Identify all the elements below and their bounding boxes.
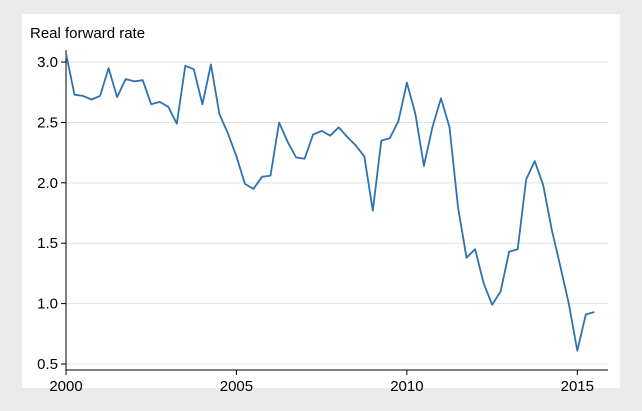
y-tick-label: 2.5 xyxy=(37,114,58,131)
series-line xyxy=(65,53,595,352)
gridlines xyxy=(66,61,608,365)
x-tick-label: 2015 xyxy=(561,378,594,395)
plot-panel xyxy=(22,14,620,388)
x-tick-label: 2005 xyxy=(220,378,253,395)
y-tick-label: 1.0 xyxy=(37,296,58,313)
x-tick-label: 2000 xyxy=(49,378,82,395)
y-tick-label: 3.0 xyxy=(37,54,58,71)
y-tick-label: 2.0 xyxy=(37,175,58,192)
x-tick-label: 2010 xyxy=(390,378,423,395)
y-axis-ticks: 0.5 1.0 1.5 2.0 2.5 3.0 xyxy=(37,50,67,373)
y-tick-label: 0.5 xyxy=(37,356,58,373)
x-axis-ticks: 2000 2005 2010 2015 xyxy=(49,369,608,395)
y-tick-label: 1.5 xyxy=(37,235,58,252)
y-axis-label: Real forward rate xyxy=(30,25,145,42)
